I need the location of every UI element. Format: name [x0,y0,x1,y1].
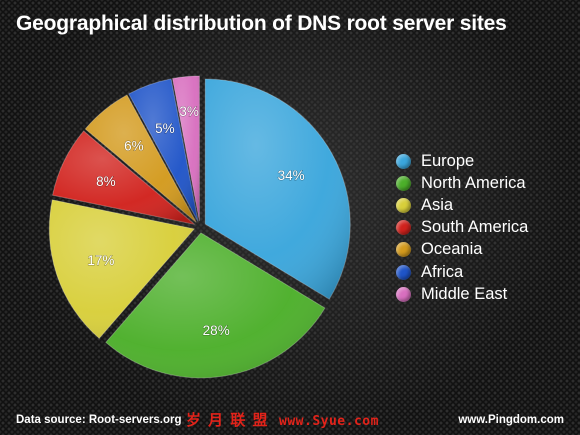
legend-label: Middle East [421,284,508,303]
pie-slices [48,75,351,379]
chart-title: Geographical distribution of DNS root se… [16,12,507,35]
data-source: Data source: Root-servers.org [16,414,182,426]
legend-swatch-icon [396,175,411,191]
legend-label: South America [421,218,529,237]
watermark: 岁 月 联 盟 www.Syue.com [186,409,379,430]
slice-label-oceania: 6% [124,138,144,153]
legend-swatch-icon [396,197,411,213]
slice-label-asia: 17% [87,253,114,268]
credit-link[interactable]: www.Pingdom.com [458,414,564,426]
legend-item-south-america: South America [396,217,528,239]
legend-item-middle-east: Middle East [396,283,528,305]
pie-slice-labels: 34% 28% 17% 8% 6% 5% 3% [87,103,305,338]
legend-label: Europe [421,151,475,170]
legend-label: North America [421,173,526,192]
watermark-chinese: 岁 月 联 盟 [186,412,270,429]
legend-item-asia: Asia [396,194,528,216]
legend-swatch-icon [396,286,411,302]
slice-label-south-america: 8% [96,174,116,189]
legend-swatch-icon [396,153,411,169]
slice-label-europe: 34% [278,168,305,183]
legend-item-north-america: North America [396,172,528,194]
legend-item-africa: Africa [396,261,528,283]
legend-swatch-icon [396,220,411,236]
slice-label-middle-east: 3% [179,104,199,119]
legend-label: Asia [421,195,454,214]
legend-item-europe: Europe [396,150,528,172]
slice-label-north-america: 28% [203,323,230,338]
legend-label: Africa [421,262,464,281]
chart-legend: Europe North America Asia South America Ocea… [396,150,528,305]
legend-swatch-icon [396,264,411,280]
watermark-site: www.Syue.com [279,414,379,429]
legend-item-oceania: Oceania [396,239,528,261]
legend-swatch-icon [396,242,411,258]
legend-label: Oceania [421,240,483,259]
slice-label-africa: 5% [155,121,175,136]
